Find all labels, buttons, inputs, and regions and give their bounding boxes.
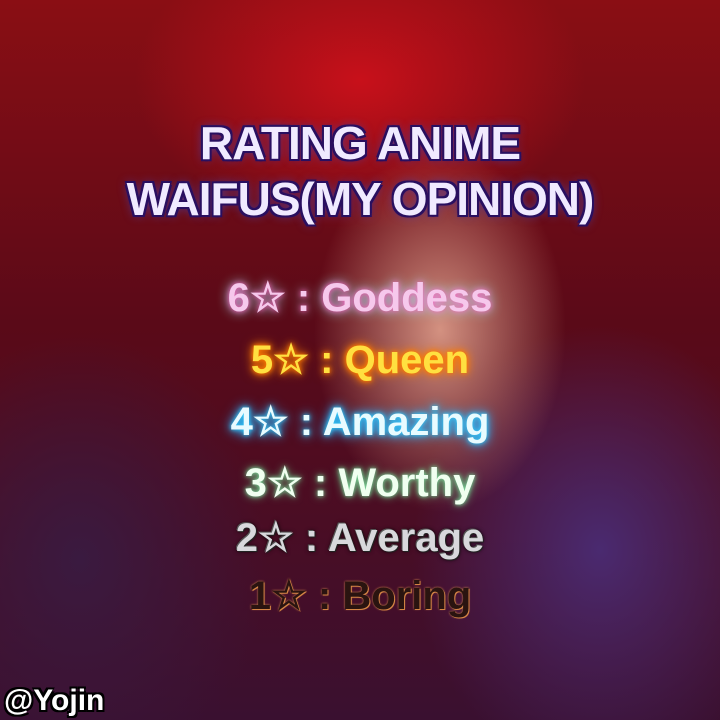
separator: : bbox=[306, 574, 343, 618]
rating-label: Boring bbox=[342, 574, 472, 618]
star-icon: 1☆ bbox=[248, 574, 307, 618]
rating-row-boring: 1☆ : Boring bbox=[0, 568, 720, 624]
star-icon: 4☆ bbox=[230, 400, 289, 444]
separator: : bbox=[309, 338, 345, 382]
title-line-2: WAIFUS(MY OPINION) bbox=[126, 173, 595, 225]
page-title: RATING ANIME WAIFUS(MY OPINION) bbox=[0, 115, 720, 227]
rating-label: Worthy bbox=[338, 461, 476, 505]
star-icon: 5☆ bbox=[250, 338, 310, 382]
separator: : bbox=[285, 276, 322, 320]
rating-label: Goddess bbox=[321, 276, 493, 320]
star-icon: 6☆ bbox=[227, 276, 286, 320]
rating-row-amazing: 4☆ : Amazing bbox=[0, 394, 720, 450]
title-line-1: RATING ANIME bbox=[199, 117, 521, 169]
rating-row-goddess: 6☆ : Goddess bbox=[0, 270, 720, 326]
rating-row-average: 2☆ : Average bbox=[0, 510, 720, 566]
rating-row-worthy: 3☆ : Worthy bbox=[0, 455, 720, 511]
watermark-handle: @Yojin bbox=[4, 684, 105, 717]
rating-label: Amazing bbox=[322, 400, 490, 444]
separator: : bbox=[302, 461, 339, 505]
rating-row-queen: 5☆ : Queen bbox=[0, 332, 720, 388]
star-icon: 2☆ bbox=[235, 516, 294, 560]
rating-label: Queen bbox=[344, 338, 470, 382]
rating-label: Average bbox=[327, 516, 485, 560]
star-icon: 3☆ bbox=[244, 461, 303, 505]
separator: : bbox=[288, 400, 323, 444]
separator: : bbox=[293, 516, 328, 560]
